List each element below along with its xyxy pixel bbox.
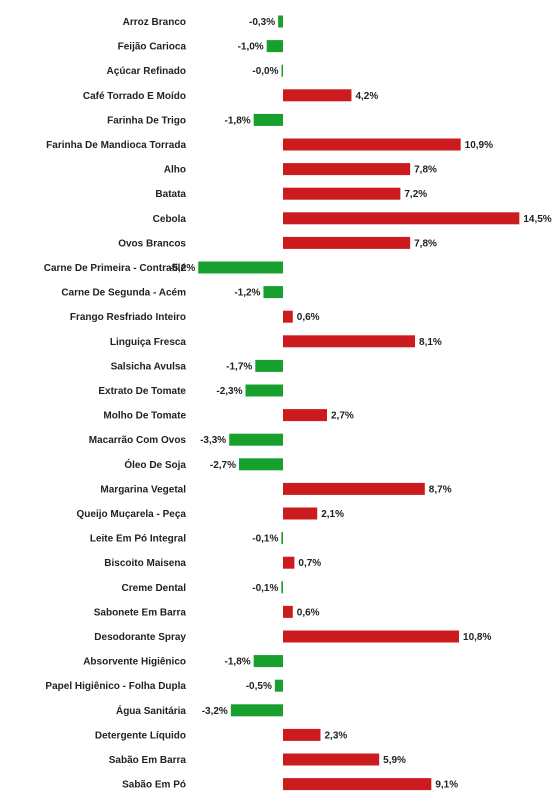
bar [283, 409, 328, 422]
category-label: Desodorante Spray [94, 632, 186, 643]
bar [283, 138, 461, 151]
category-label: Sabão Em Pó [122, 780, 186, 791]
value-label: -1,0% [238, 42, 264, 53]
category-label: Café Torrado E Moído [83, 91, 186, 102]
bar [283, 310, 293, 323]
value-label: -0,1% [252, 583, 278, 594]
category-label: Batata [155, 189, 186, 200]
bar [283, 163, 411, 176]
value-label: 0,6% [297, 312, 320, 323]
category-label: Alho [164, 165, 186, 176]
value-label: -1,7% [226, 361, 252, 372]
category-label: Arroz Branco [123, 17, 186, 28]
bar [283, 507, 318, 520]
category-label: Biscoito Maisena [104, 558, 186, 569]
bar [266, 40, 283, 53]
category-label: Farinha De Mandioca Torrada [46, 140, 186, 151]
value-label: 0,7% [298, 558, 321, 569]
category-label: Óleo De Soja [124, 458, 186, 471]
bar [283, 335, 416, 348]
bar [253, 113, 283, 126]
bar [283, 89, 352, 102]
category-label: Açúcar Refinado [107, 66, 186, 77]
category-label: Macarrão Com Ovos [89, 435, 187, 446]
value-label: -0,1% [252, 534, 278, 545]
bar [245, 384, 283, 397]
category-label: Absorvente Higiênico [83, 657, 186, 668]
bar [281, 532, 283, 545]
bar [253, 655, 283, 668]
value-label: -0,3% [249, 17, 275, 28]
value-label: 8,7% [429, 484, 452, 495]
value-label: -1,8% [225, 657, 251, 668]
value-label: 4,2% [355, 91, 378, 102]
value-label: -0,0% [252, 66, 278, 77]
value-label: 2,3% [324, 730, 347, 741]
bar [283, 187, 401, 200]
category-label: Molho De Tomate [103, 411, 186, 422]
value-label: 2,7% [331, 411, 354, 422]
bar [238, 458, 283, 471]
bar [263, 286, 283, 299]
bar [283, 236, 411, 249]
category-label: Detergente Líquido [95, 730, 186, 741]
bar [255, 359, 283, 372]
category-label: Água Sanitária [116, 704, 186, 717]
category-label: Extrato De Tomate [98, 386, 186, 397]
bar [281, 64, 283, 77]
value-label: -5,2% [169, 263, 195, 274]
value-label: -2,7% [210, 460, 236, 471]
category-label: Leite Em Pó Integral [90, 534, 186, 545]
value-label: -1,2% [234, 288, 260, 299]
value-label: -3,2% [202, 706, 228, 717]
bar [283, 212, 520, 225]
value-label: 2,1% [321, 509, 344, 520]
value-label: -3,3% [200, 435, 226, 446]
category-label: Feijão Carioca [118, 42, 187, 53]
value-label: 10,8% [463, 632, 491, 643]
value-label: -0,5% [246, 681, 272, 692]
bar [283, 630, 460, 643]
bar [283, 753, 380, 766]
category-label: Carne De Primeira - Contrafilé [44, 263, 187, 274]
value-label: 8,1% [419, 337, 442, 348]
bar [229, 433, 283, 446]
category-label: Linguiça Fresca [110, 337, 187, 348]
value-label: 7,8% [414, 238, 437, 249]
value-label: 9,1% [435, 780, 458, 791]
value-label: 7,2% [404, 189, 427, 200]
category-label: Farinha De Trigo [107, 115, 186, 126]
category-label: Carne De Segunda - Acém [61, 288, 186, 299]
bar [283, 482, 425, 495]
value-label: -2,3% [216, 386, 242, 397]
bar [230, 704, 283, 717]
category-label: Papel Higiênico - Folha Dupla [45, 681, 186, 692]
value-label: 14,5% [523, 214, 551, 225]
category-label: Ovos Brancos [118, 238, 186, 249]
value-label: 0,6% [297, 607, 320, 618]
category-label: Creme Dental [122, 583, 187, 594]
category-label: Margarina Vegetal [100, 484, 186, 495]
value-label: -1,8% [225, 115, 251, 126]
bar [283, 728, 321, 741]
value-label: 10,9% [465, 140, 493, 151]
bar [281, 581, 283, 594]
category-label: Sabão Em Barra [109, 755, 187, 766]
category-label: Queijo Muçarela - Peça [77, 509, 187, 520]
category-label: Salsicha Avulsa [111, 361, 187, 372]
category-label: Frango Resfriado Inteiro [70, 312, 186, 323]
bar [274, 679, 283, 692]
category-label: Cebola [153, 214, 187, 225]
bar [283, 605, 293, 618]
value-label: 5,9% [383, 755, 406, 766]
bar [198, 261, 283, 274]
category-label: Sabonete Em Barra [94, 607, 187, 618]
bar [283, 556, 295, 569]
value-label: 7,8% [414, 165, 437, 176]
bar [283, 778, 432, 791]
bar [278, 15, 283, 28]
